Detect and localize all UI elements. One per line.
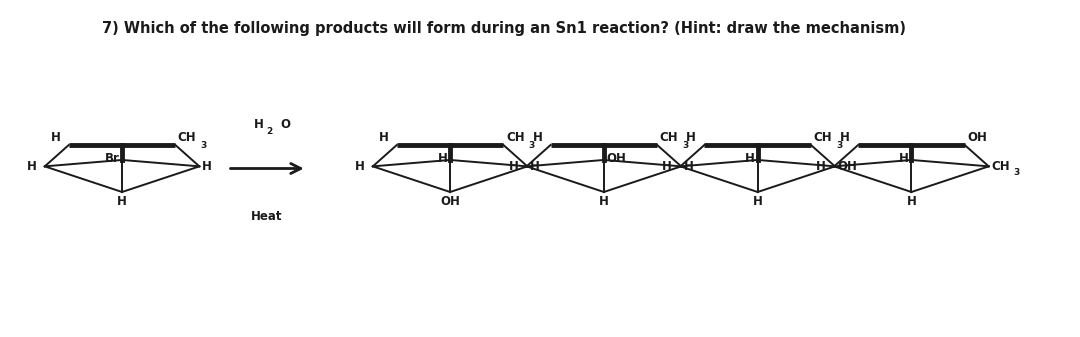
Text: H: H (906, 195, 916, 208)
Text: CH: CH (178, 131, 197, 144)
Text: 3: 3 (201, 141, 206, 150)
Text: 2: 2 (267, 127, 273, 136)
Text: Br: Br (105, 152, 120, 165)
Text: H: H (662, 160, 672, 173)
Text: 3: 3 (528, 141, 535, 150)
Text: H: H (202, 160, 212, 173)
Text: CH: CH (813, 131, 832, 144)
Text: H: H (509, 160, 518, 173)
Text: H: H (599, 195, 609, 208)
Text: H: H (684, 160, 693, 173)
Text: OH: OH (968, 131, 987, 144)
Text: H: H (532, 131, 542, 144)
Text: 3: 3 (836, 141, 842, 150)
Text: H: H (379, 131, 389, 144)
Text: CH: CH (660, 131, 678, 144)
Text: H: H (753, 195, 762, 208)
Text: CH: CH (991, 160, 1010, 173)
Text: H: H (686, 131, 697, 144)
Text: OH: OH (606, 152, 626, 165)
Text: CH: CH (505, 131, 525, 144)
Text: H: H (254, 118, 264, 131)
Text: H: H (437, 152, 447, 165)
Text: H: H (530, 160, 540, 173)
Text: H: H (117, 195, 127, 208)
Text: H: H (840, 131, 850, 144)
Text: OH: OH (441, 195, 460, 208)
Text: 7) Which of the following products will form during an Sn1 reaction? (Hint: draw: 7) Which of the following products will … (102, 21, 905, 36)
Text: H: H (51, 131, 60, 144)
Text: Heat: Heat (251, 210, 282, 223)
Text: 3: 3 (1014, 168, 1020, 177)
Text: H: H (816, 160, 826, 173)
Text: H: H (899, 152, 909, 165)
Text: O: O (280, 118, 289, 131)
Text: H: H (27, 160, 37, 173)
Text: 3: 3 (683, 141, 688, 150)
Text: OH: OH (837, 160, 858, 173)
Text: H: H (745, 152, 755, 165)
Text: H: H (354, 160, 365, 173)
